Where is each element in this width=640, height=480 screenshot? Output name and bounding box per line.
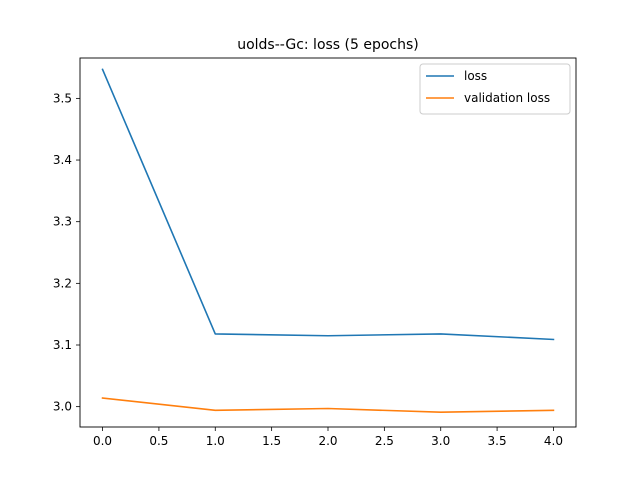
plot-lines	[101, 68, 555, 414]
x-tick-label: 3.0	[431, 434, 450, 448]
legend-box	[419, 63, 571, 115]
series-line-validation-loss	[101, 397, 555, 414]
y-tick-label: 3.4	[53, 153, 72, 167]
x-tick-label: 0.0	[93, 434, 112, 448]
chart-title: uolds--Gc: loss (5 epochs)	[237, 37, 419, 53]
x-tick-label: 2.5	[375, 434, 394, 448]
x-tick-label: 3.5	[488, 434, 507, 448]
y-tick-label: 3.5	[53, 91, 72, 105]
x-tick-label: 0.5	[149, 434, 168, 448]
x-tick-label: 1.0	[206, 434, 225, 448]
legend-label-validation-loss: validation loss	[464, 91, 550, 105]
x-tick-label: 2.0	[318, 434, 337, 448]
y-tick-label: 3.1	[53, 338, 72, 352]
y-tick-label: 3.2	[53, 276, 72, 290]
y-axis: 3.0 3.1 3.2 3.3 3.4 3.5	[53, 91, 80, 414]
y-tick-label: 3.0	[53, 400, 72, 414]
x-tick-label: 4.0	[544, 434, 563, 448]
series-line-loss	[101, 68, 555, 341]
legend-label-loss: loss	[464, 69, 487, 83]
x-axis: 0.0 0.5 1.0 1.5 2.0 2.5 3.0 3.5 4.0	[93, 427, 563, 448]
legend: loss validation loss	[419, 63, 571, 115]
y-tick-label: 3.3	[53, 215, 72, 229]
x-tick-label: 1.5	[262, 434, 281, 448]
plot-frame	[79, 57, 577, 428]
